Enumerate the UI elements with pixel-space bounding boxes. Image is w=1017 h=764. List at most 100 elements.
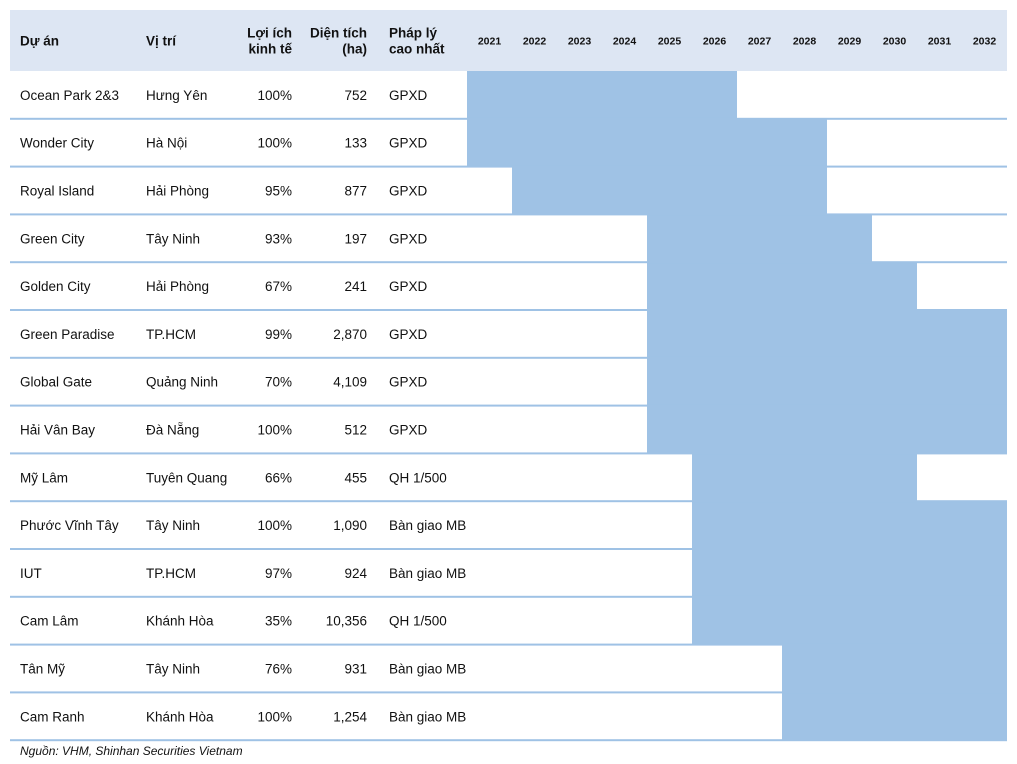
project-name: Green Paradise	[20, 327, 115, 342]
legal-status: QH 1/500	[389, 614, 447, 629]
timeline-bar	[692, 596, 1007, 646]
economic-benefit: 76%	[265, 662, 292, 677]
row-separator	[10, 739, 1007, 742]
legal-status: GPXD	[389, 375, 428, 390]
column-header: Vị trí	[146, 34, 177, 49]
economic-benefit: 95%	[265, 184, 292, 199]
economic-benefit: 100%	[257, 423, 292, 438]
economic-benefit: 66%	[265, 470, 292, 485]
timeline-bar	[647, 357, 1007, 407]
project-location: Tây Ninh	[146, 662, 200, 677]
project-location: Hải Phòng	[146, 184, 209, 199]
row-separator	[10, 500, 1007, 503]
project-area: 931	[344, 662, 367, 677]
legal-status: GPXD	[389, 279, 428, 294]
column-header: kinh tế	[248, 42, 292, 57]
timeline-bar	[692, 501, 1007, 550]
row-separator	[10, 452, 1007, 455]
legal-status: GPXD	[389, 184, 428, 199]
economic-benefit: 93%	[265, 231, 292, 246]
project-area: 877	[344, 184, 367, 199]
economic-benefit: 97%	[265, 566, 292, 581]
economic-benefit: 100%	[257, 136, 292, 151]
timeline-bar	[692, 453, 917, 502]
project-location: Tuyên Quang	[146, 470, 227, 485]
project-location: TP.HCM	[146, 566, 196, 581]
project-area: 455	[344, 470, 367, 485]
project-location: Hà Nội	[146, 136, 187, 151]
legal-status: QH 1/500	[389, 470, 447, 485]
legal-status: GPXD	[389, 327, 428, 342]
column-header: cao nhất	[389, 42, 445, 57]
timeline-bar	[782, 692, 1007, 741]
row-separator	[10, 309, 1007, 311]
row-separator	[10, 117, 1007, 120]
timeline-bar	[647, 310, 1007, 359]
project-location: Tây Ninh	[146, 231, 200, 246]
project-name: Cam Ranh	[20, 709, 85, 724]
legal-status: GPXD	[389, 423, 428, 438]
column-header: Diện tích	[310, 26, 367, 41]
timeline-bar	[647, 262, 917, 311]
column-header: (ha)	[342, 42, 367, 57]
legal-status: Bàn giao MB	[389, 518, 466, 533]
row-separator	[10, 404, 1007, 407]
year-header: 2029	[838, 36, 862, 48]
project-area: 197	[344, 231, 367, 246]
project-location: Quảng Ninh	[146, 375, 218, 390]
project-name: Wonder City	[20, 136, 94, 151]
timeline-bar	[647, 405, 1007, 454]
timeline-bar	[692, 549, 1007, 598]
table-cells: Ocean Park 2&3 Hưng Yên 100% 752 GPXD Wonder …	[20, 88, 466, 724]
project-name: Phước Vĩnh Tây	[20, 518, 119, 533]
project-name: IUT	[20, 566, 42, 581]
project-area: 752	[344, 88, 367, 103]
project-area: 512	[344, 423, 367, 438]
project-name: Global Gate	[20, 375, 92, 390]
project-area: 10,356	[326, 614, 367, 629]
economic-benefit: 35%	[265, 614, 292, 629]
project-name: Mỹ Lâm	[20, 470, 68, 485]
year-header: 2021	[478, 36, 502, 48]
project-name: Tân Mỹ	[20, 662, 65, 677]
year-header: 2025	[658, 36, 682, 48]
project-area: 1,254	[333, 709, 367, 724]
project-area: 924	[344, 566, 367, 581]
row-separator	[10, 691, 1007, 694]
year-header: 2023	[568, 36, 592, 48]
timeline-bar	[782, 644, 1007, 693]
row-separator	[10, 165, 1007, 168]
year-header: 2026	[703, 36, 727, 48]
project-name: Golden City	[20, 279, 91, 294]
economic-benefit: 67%	[265, 279, 292, 294]
project-name: Cam Lâm	[20, 614, 79, 629]
project-name: Hải Vân Bay	[20, 423, 95, 438]
legal-status: Bàn giao MB	[389, 709, 466, 724]
year-header: 2031	[928, 36, 952, 48]
project-area: 133	[344, 136, 367, 151]
project-area: 2,870	[333, 327, 367, 342]
legal-status: Bàn giao MB	[389, 662, 466, 677]
project-location: Tây Ninh	[146, 518, 200, 533]
column-header: Pháp lý	[389, 26, 438, 41]
project-location: Khánh Hòa	[146, 614, 214, 629]
year-header: 2024	[613, 36, 637, 48]
row-separator	[10, 213, 1007, 216]
project-name: Royal Island	[20, 184, 94, 199]
project-area: 241	[344, 279, 367, 294]
timeline-bar	[467, 71, 737, 120]
legal-status: GPXD	[389, 136, 428, 151]
economic-benefit: 100%	[257, 518, 292, 533]
year-header: 2032	[973, 36, 997, 48]
project-location: Đà Nẵng	[146, 423, 199, 438]
economic-benefit: 100%	[257, 709, 292, 724]
timeline-bar	[467, 118, 827, 168]
economic-benefit: 100%	[257, 88, 292, 103]
source-note: Nguồn: VHM, Shinhan Securities Vietnam	[20, 744, 243, 758]
year-header: 2022	[523, 36, 547, 48]
project-name: Green City	[20, 231, 85, 246]
row-separator	[10, 356, 1007, 359]
project-location: Hưng Yên	[146, 88, 207, 103]
year-header: 2027	[748, 36, 772, 48]
